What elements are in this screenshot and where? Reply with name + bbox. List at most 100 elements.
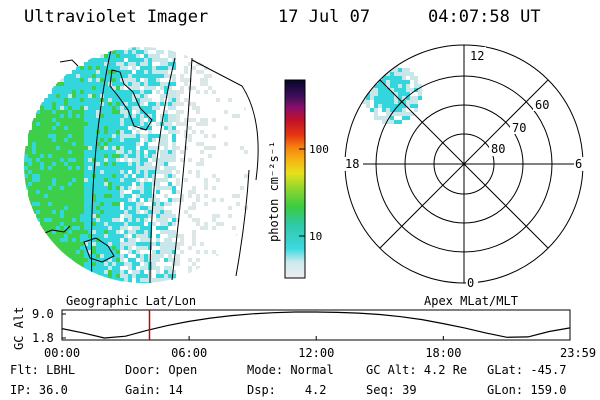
emission-pixel	[88, 66, 92, 70]
emission-pixel	[386, 80, 390, 84]
emission-pixel	[132, 222, 136, 226]
emission-pixel	[160, 230, 164, 234]
emission-pixel	[112, 90, 116, 94]
emission-pixel	[410, 76, 414, 80]
emission-pixel	[44, 194, 48, 198]
emission-pixel	[64, 82, 68, 86]
emission-pixel	[152, 258, 156, 262]
emission-pixel	[120, 122, 124, 126]
x-tick-label: 06:00	[171, 346, 207, 360]
emission-pixel	[148, 154, 152, 158]
emission-pixel	[80, 146, 84, 150]
emission-pixel	[160, 222, 164, 226]
emission-pixel	[80, 258, 84, 262]
emission-pixel	[160, 158, 164, 162]
emission-pixel	[92, 134, 96, 138]
emission-pixel	[112, 142, 116, 146]
emission-pixel	[196, 122, 200, 126]
emission-pixel	[72, 230, 76, 234]
emission-pixel	[132, 234, 136, 238]
emission-pixel	[168, 170, 172, 174]
emission-pixel	[60, 218, 64, 222]
emission-pixel	[164, 158, 168, 162]
emission-pixel	[140, 50, 144, 54]
emission-pixel	[116, 234, 120, 238]
emission-pixel	[92, 230, 96, 234]
emission-pixel	[128, 166, 132, 170]
emission-pixel	[64, 182, 68, 186]
emission-pixel	[100, 194, 104, 198]
emission-pixel	[168, 246, 172, 250]
emission-pixel	[124, 198, 128, 202]
emission-pixel	[124, 202, 128, 206]
emission-pixel	[128, 78, 132, 82]
emission-pixel	[148, 146, 152, 150]
emission-pixel	[144, 214, 148, 218]
emission-pixel	[176, 146, 180, 150]
emission-pixel	[172, 90, 176, 94]
emission-pixel	[124, 178, 128, 182]
emission-pixel	[76, 142, 80, 146]
emission-pixel	[60, 170, 64, 174]
emission-pixel	[112, 70, 116, 74]
emission-pixel	[176, 262, 180, 266]
emission-pixel	[92, 210, 96, 214]
emission-pixel	[92, 126, 96, 130]
emission-pixel	[128, 182, 132, 186]
emission-pixel	[402, 84, 406, 88]
emission-pixel	[168, 62, 172, 66]
emission-pixel	[68, 98, 72, 102]
emission-pixel	[398, 88, 402, 92]
x-ticks: 00:00 06:00 12:00 18:00 23:59	[44, 336, 596, 360]
emission-pixel	[100, 190, 104, 194]
emission-pixel	[140, 90, 144, 94]
emission-pixel	[60, 226, 64, 230]
emission-pixel	[124, 162, 128, 166]
emission-pixel	[88, 266, 92, 270]
emission-pixel	[92, 242, 96, 246]
emission-pixel	[394, 104, 398, 108]
emission-pixel	[112, 258, 116, 262]
emission-pixel	[88, 118, 92, 122]
emission-pixel	[48, 214, 52, 218]
emission-pixel	[116, 106, 120, 110]
emission-pixel	[152, 114, 156, 118]
emission-pixel	[152, 102, 156, 106]
emission-pixel	[116, 58, 120, 62]
emission-pixel	[402, 80, 406, 84]
emission-pixel	[148, 70, 152, 74]
emission-pixel	[136, 246, 140, 250]
emission-pixel	[56, 202, 60, 206]
emission-pixel	[140, 226, 144, 230]
emission-pixel	[96, 90, 100, 94]
emission-pixel	[152, 282, 156, 283]
emission-pixel	[68, 182, 72, 186]
emission-pixel	[140, 270, 144, 274]
emission-pixel	[80, 210, 84, 214]
emission-pixel	[48, 106, 52, 110]
emission-pixel	[136, 242, 140, 246]
emission-pixel	[390, 116, 394, 120]
emission-pixel	[64, 150, 68, 154]
emission-pixel	[56, 82, 60, 86]
emission-pixel	[44, 110, 48, 114]
emission-pixel	[184, 118, 188, 122]
emission-pixel	[44, 170, 48, 174]
emission-pixel	[116, 246, 120, 250]
emission-pixel	[100, 250, 104, 254]
emission-pixel	[40, 102, 44, 106]
emission-pixel	[156, 270, 160, 274]
emission-pixel	[390, 92, 394, 96]
emission-pixel	[196, 222, 200, 226]
emission-pixel	[28, 138, 32, 142]
emission-pixel	[156, 190, 160, 194]
emission-pixel	[124, 262, 128, 266]
emission-pixel	[96, 150, 100, 154]
emission-pixel	[386, 116, 390, 120]
emission-pixel	[136, 206, 140, 210]
emission-pixel	[32, 130, 36, 134]
emission-pixel	[192, 242, 196, 246]
emission-pixel	[24, 154, 28, 158]
emission-pixel	[204, 90, 208, 94]
emission-pixel	[112, 178, 116, 182]
